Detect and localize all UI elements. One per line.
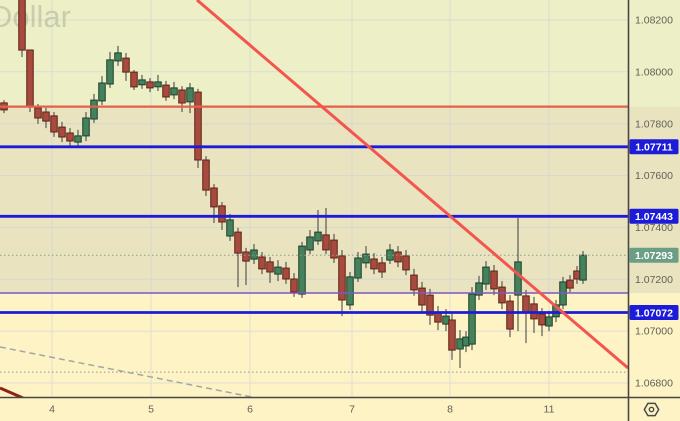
price-badge-1.07443: 1.07443: [629, 208, 679, 224]
candle-up: [226, 213, 234, 241]
candle-down: [330, 233, 338, 263]
candle-up: [114, 45, 122, 66]
candle-up: [354, 252, 362, 282]
candle-up: [346, 272, 354, 310]
candle-up: [298, 241, 306, 298]
price-axis[interactable]: 1.08200 1.08000 1.07800 1.07600 1.07400 1.072…: [635, 15, 673, 390]
price-tick-label: 1.06800: [635, 378, 673, 390]
candle-down: [448, 314, 456, 360]
candle-down: [378, 257, 386, 278]
price-tick-label: 1.08200: [635, 15, 673, 27]
candle-down: [506, 295, 514, 338]
candle-down: [498, 281, 506, 310]
candle-down: [242, 247, 250, 285]
price-badge-1.07072: 1.07072: [629, 305, 679, 320]
candle-up: [362, 246, 370, 269]
price-badge-1.07293: 1.07293: [629, 247, 679, 263]
candle-down: [234, 227, 242, 288]
candle-up: [545, 310, 553, 332]
svg-text:1.07711: 1.07711: [635, 142, 673, 154]
candle-up: [82, 112, 90, 142]
time-tick-label: 6: [247, 404, 253, 416]
svg-text:1.07072: 1.07072: [635, 307, 673, 319]
candle-down: [50, 112, 58, 137]
candle-down: [66, 128, 74, 146]
price-tick-label: 1.08000: [635, 66, 673, 78]
time-tick-label: 4: [49, 404, 55, 416]
candles-series: [0, 0, 587, 368]
time-axis-background: [0, 397, 680, 421]
candle-up: [90, 93, 98, 123]
candle-down: [566, 275, 574, 292]
gridlines: [0, 0, 628, 397]
candle-up: [475, 275, 483, 300]
price-tick-label: 1.07200: [635, 274, 673, 286]
candle-down: [410, 268, 418, 296]
candle-up: [250, 244, 258, 264]
candle-down: [58, 121, 66, 143]
candle-down: [42, 107, 50, 129]
price-scale-settings-gear-icon[interactable]: [643, 402, 660, 417]
descending-trendline[interactable]: [196, 0, 628, 370]
candle-down: [146, 78, 154, 93]
candle-down: [394, 246, 402, 268]
candle-up: [579, 251, 587, 284]
time-tick-label: 7: [349, 404, 355, 416]
price-tick-label: 1.07600: [635, 170, 673, 182]
candle-down: [282, 261, 290, 284]
time-tick-label: 5: [148, 404, 154, 416]
candle-down: [202, 156, 210, 196]
time-axis[interactable]: 4 5 6 7 8 11: [49, 404, 555, 416]
symbol-watermark: Dollar: [0, 0, 71, 34]
price-tick-label: 1.07800: [635, 118, 673, 130]
candle-up: [482, 261, 490, 290]
background-band-upper-zone: [0, 0, 680, 107]
candle-down: [370, 253, 378, 275]
candle-up: [170, 81, 178, 100]
time-tick-label: 8: [447, 404, 453, 416]
candle-down: [130, 70, 138, 90]
candle-up: [154, 74, 162, 91]
time-tick-label: 11: [544, 404, 555, 416]
candle-down: [194, 88, 202, 168]
candle-down: [266, 257, 274, 283]
background-band-lower-zone: [0, 293, 680, 397]
candle-down: [18, 0, 26, 57]
candle-down: [26, 49, 34, 112]
candle-up: [74, 129, 82, 146]
dashed-support-line[interactable]: [0, 346, 253, 397]
svg-text:1.07443: 1.07443: [635, 211, 673, 223]
candle-up: [106, 51, 114, 88]
candle-down: [418, 281, 426, 312]
price-badge-1.07711: 1.07711: [629, 139, 679, 155]
candle-down: [338, 250, 346, 317]
candle-down: [426, 288, 434, 325]
candle-up: [138, 74, 146, 89]
candle-down: [402, 250, 410, 276]
candle-up: [274, 260, 282, 282]
candle-up: [98, 76, 106, 105]
price-tick-label: 1.07000: [635, 326, 673, 338]
candle-down: [122, 52, 130, 81]
candle-up: [468, 287, 476, 351]
candle-up: [186, 83, 194, 114]
candle-down: [490, 265, 498, 296]
svg-text:1.07293: 1.07293: [635, 250, 673, 262]
price-tick-label: 1.07400: [635, 222, 673, 234]
maroon-trendline-stub[interactable]: [0, 386, 24, 398]
candle-down: [162, 80, 170, 101]
candle-down: [258, 252, 266, 275]
candle-up: [306, 230, 314, 255]
